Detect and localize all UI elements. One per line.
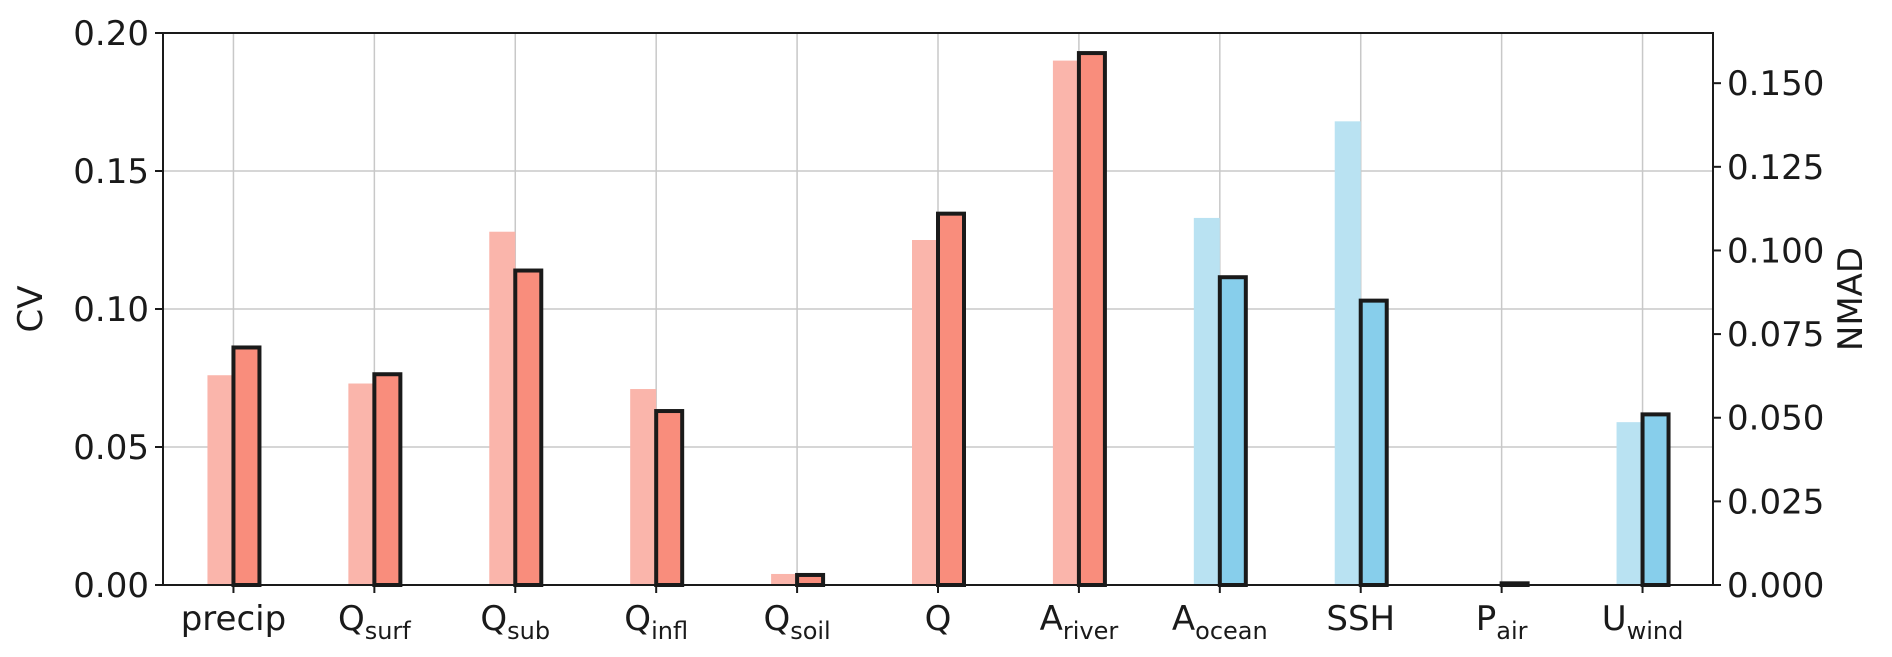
bar-nmad <box>795 572 826 587</box>
axes <box>155 32 1721 593</box>
bar-nmad <box>936 211 966 587</box>
y-tick-label-left: 0.05 <box>73 428 149 468</box>
bar-cv <box>1052 60 1079 586</box>
bar-cv <box>1193 217 1220 586</box>
bar-nmad <box>513 268 544 587</box>
y-tick-label-left: 0.00 <box>73 566 149 606</box>
x-tick-label: Aocean <box>1172 599 1268 645</box>
y-tick-label-left: 0.15 <box>73 152 149 192</box>
x-tick-label: Qsoil <box>763 599 830 645</box>
x-tick-label: Uwind <box>1602 599 1684 645</box>
bar-cv <box>630 389 657 585</box>
bar-cv <box>348 383 375 585</box>
bar-cv <box>207 375 234 585</box>
y-axis-title-right: NMAD <box>1831 247 1871 351</box>
y-tick-label-right: 0.100 <box>1727 231 1824 271</box>
x-tick-label: Qsurf <box>338 599 411 645</box>
x-tick-label: Qsub <box>480 599 550 645</box>
bar-nmad <box>1076 51 1107 587</box>
x-tick-label: precip <box>181 599 286 639</box>
bar-nmad <box>1640 412 1671 587</box>
y-tick-label-right: 0.050 <box>1727 399 1824 439</box>
x-tick-label: Ariver <box>1040 599 1119 645</box>
y-tick-label-right: 0.125 <box>1727 148 1824 188</box>
x-tick-label: SSH <box>1326 599 1395 639</box>
y-axis-title-left: CV <box>11 286 51 333</box>
bar-nmad <box>1358 298 1389 587</box>
bar-cv <box>1334 121 1361 585</box>
y-tick-label-right: 0.075 <box>1727 315 1824 355</box>
y-tick-label-right: 0.000 <box>1727 566 1824 606</box>
bar-cv <box>771 573 798 585</box>
bar-cv <box>912 240 938 585</box>
y-tick-label-left: 0.10 <box>73 290 149 330</box>
bar-nmad <box>231 345 262 587</box>
x-tick-label: Qinfl <box>624 599 688 645</box>
bar-nmad <box>372 372 403 587</box>
y-tick-label-left: 0.20 <box>73 14 149 54</box>
bar-nmad <box>1217 275 1248 587</box>
y-tick-label-right: 0.150 <box>1727 64 1824 104</box>
bar-nmad <box>654 409 685 588</box>
x-tick-label: Q <box>925 599 952 639</box>
tick-labels: 0.00 0.05 0.10 0.15 0.20 0.000 0.025 0.050 0.075… <box>73 14 1824 645</box>
x-tick-label: Pair <box>1476 599 1528 645</box>
y-tick-label-right: 0.025 <box>1727 482 1824 522</box>
bar-cv <box>1616 422 1643 585</box>
bar-cv <box>489 231 516 585</box>
